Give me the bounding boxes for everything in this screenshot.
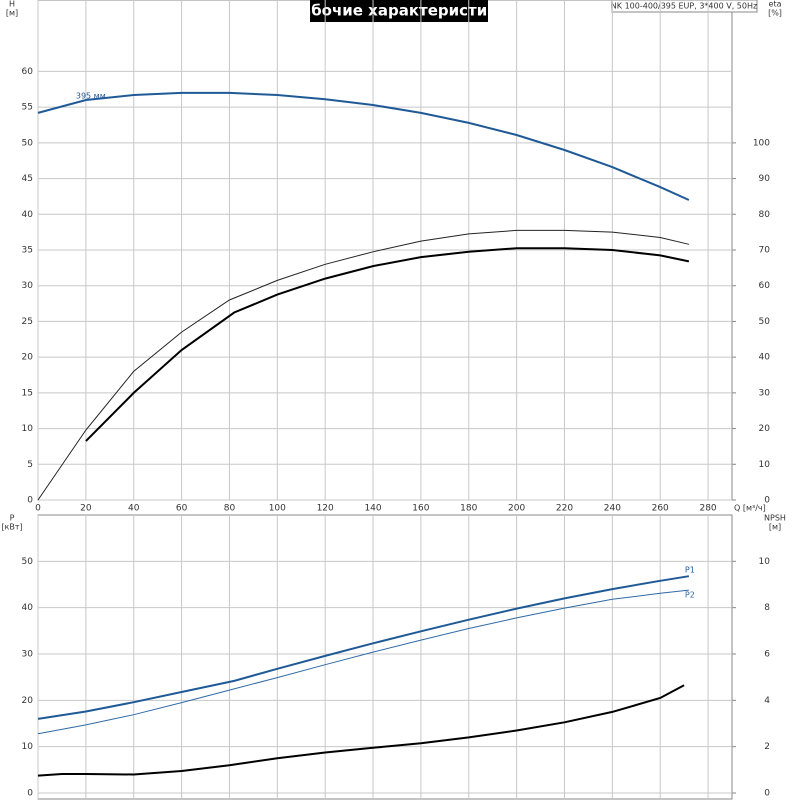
x-tick-label: 160 xyxy=(412,504,429,514)
y-tick-label: 30 xyxy=(22,650,34,660)
y2-tick-label: 30 xyxy=(759,388,771,398)
x-tick-label: 180 xyxy=(460,504,477,514)
y2-tick-label: 70 xyxy=(759,246,771,256)
y-tick-label: 30 xyxy=(22,281,34,291)
y2-axis-label: eta xyxy=(769,0,782,9)
y-tick-label: 60 xyxy=(22,67,34,77)
y-tick-label: 10 xyxy=(22,742,34,752)
x-tick-label: 60 xyxy=(176,504,188,514)
y2-tick-label: 20 xyxy=(759,424,771,434)
y-axis-label: [кВт] xyxy=(1,523,22,532)
x-tick-label: 80 xyxy=(224,504,236,514)
y2-axis-label: [м] xyxy=(769,523,781,532)
title-box xyxy=(310,0,488,22)
y2-tick-label: 10 xyxy=(759,460,771,470)
y-tick-label: 40 xyxy=(22,210,34,220)
y2-tick-label: 100 xyxy=(753,138,770,148)
y-tick-label: 55 xyxy=(22,103,33,113)
y-tick-label: 0 xyxy=(27,496,33,506)
y-tick-label: 20 xyxy=(22,353,34,363)
y2-tick-label: 90 xyxy=(759,174,771,184)
y2-tick-label: 2 xyxy=(764,742,770,752)
y-tick-label: 50 xyxy=(22,557,34,567)
curve xyxy=(37,229,690,501)
x-tick-label: 100 xyxy=(269,504,286,514)
plot-frame xyxy=(37,514,733,800)
x-tick-label: 140 xyxy=(364,504,381,514)
chart-subtitle: NK 100-400/395 EUP, 3*400 V, 50Hz xyxy=(611,2,757,11)
y-tick-label: 0 xyxy=(27,789,33,799)
y2-tick-label: 6 xyxy=(764,650,770,660)
x-tick-label: 220 xyxy=(556,504,573,514)
x-tick-label: 40 xyxy=(128,504,140,514)
y2-tick-label: 8 xyxy=(764,603,770,613)
y2-axis-label: NPSH xyxy=(764,514,786,523)
series-label: P1 xyxy=(685,566,695,575)
y-axis-label: [м] xyxy=(6,9,18,18)
y-tick-label: 50 xyxy=(22,138,34,148)
y2-axis-label: [%] xyxy=(768,9,782,18)
x-tick-label: 0 xyxy=(35,504,41,514)
y-axis-label: H xyxy=(9,0,15,9)
y2-tick-label: 40 xyxy=(759,353,771,363)
series-label: 395 мм xyxy=(76,92,106,101)
chart-title: Рабочие характеристики xyxy=(290,2,508,20)
y-tick-label: 5 xyxy=(27,460,33,470)
y2-tick-label: 0 xyxy=(764,789,770,799)
y-tick-label: 40 xyxy=(22,603,34,613)
y-tick-label: 15 xyxy=(22,388,33,398)
x-tick-label: 240 xyxy=(604,504,621,514)
series-label: P2 xyxy=(685,591,695,600)
y-tick-label: 10 xyxy=(22,424,34,434)
y2-tick-label: 80 xyxy=(759,210,771,220)
x-axis-label: Q [м³/ч] xyxy=(734,504,766,513)
y-tick-label: 20 xyxy=(22,696,34,706)
x-tick-label: 20 xyxy=(80,504,92,514)
y2-tick-label: 60 xyxy=(759,281,771,291)
x-tick-label: 280 xyxy=(699,504,716,514)
y2-tick-label: 4 xyxy=(764,696,770,706)
y2-tick-label: 50 xyxy=(759,317,771,327)
curve xyxy=(37,575,690,720)
x-tick-label: 120 xyxy=(317,504,334,514)
curve xyxy=(37,684,685,777)
curve xyxy=(85,247,690,442)
curve xyxy=(37,91,690,201)
curve xyxy=(37,589,689,735)
x-tick-label: 200 xyxy=(508,504,525,514)
y-tick-label: 35 xyxy=(22,246,33,256)
y2-tick-label: 10 xyxy=(759,557,771,567)
y-tick-label: 25 xyxy=(22,317,33,327)
y2-tick-label: 0 xyxy=(764,496,770,506)
x-tick-label: 260 xyxy=(652,504,669,514)
y-tick-label: 45 xyxy=(22,174,33,184)
y-axis-label: P xyxy=(10,514,15,523)
